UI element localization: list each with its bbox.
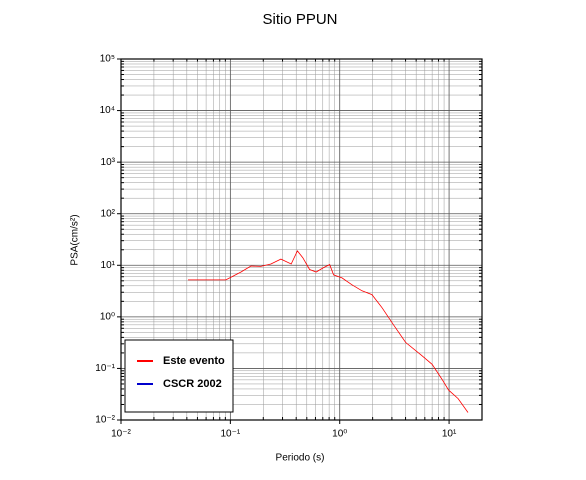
- plot-frame: [120, 58, 483, 421]
- legend-label: CSCR 2002: [163, 378, 222, 390]
- y-tick-label: 10³: [101, 157, 116, 168]
- x-tick-label: 10⁰: [332, 429, 347, 440]
- y-tick-label: 10²: [101, 208, 116, 219]
- y-tick-label: 10⁴: [100, 105, 115, 116]
- x-axis-label: Periodo (s): [276, 453, 325, 464]
- x-tick-label: 10⁻¹: [220, 429, 240, 440]
- x-tick-label: 10⁻²: [111, 429, 131, 440]
- chart-title: Sitio PPUN: [262, 11, 337, 28]
- legend-box: [124, 339, 234, 413]
- y-tick-label: 10⁻¹: [95, 363, 115, 374]
- data-line: [188, 250, 469, 413]
- legend-label: Este evento: [163, 355, 225, 367]
- y-tick-label: 10¹: [101, 260, 116, 271]
- y-tick-label: 10⁰: [100, 311, 115, 322]
- y-tick-label: 10⁵: [100, 54, 115, 65]
- y-axis-label: PSA(cm/s²): [70, 214, 81, 265]
- x-tick-label: 10¹: [442, 429, 457, 440]
- y-tick-label: 10⁻²: [95, 415, 115, 426]
